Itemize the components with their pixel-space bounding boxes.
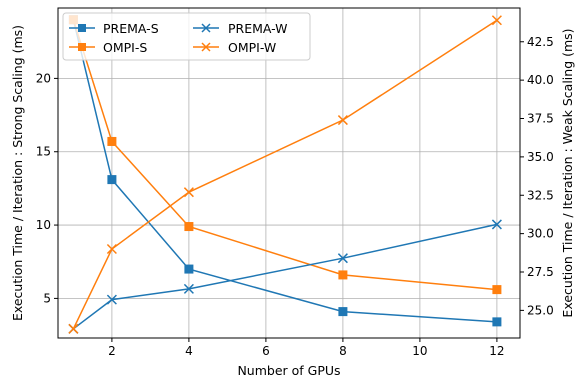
series-ompi-w xyxy=(68,15,502,334)
x-tick-label: 12 xyxy=(489,344,504,358)
data-point-ompi-s xyxy=(338,270,348,280)
legend-label-prema-w: PREMA-W xyxy=(228,21,288,36)
x-axis-label: Number of GPUs xyxy=(237,363,340,378)
legend-marker-ompi-s xyxy=(78,43,86,51)
series-prema-w xyxy=(68,219,502,334)
data-point-prema-s xyxy=(184,264,194,274)
data-point-ompi-w xyxy=(491,15,502,26)
data-point-ompi-s xyxy=(492,285,502,295)
x-axis: 2 4 6 8 10 12 xyxy=(108,338,505,358)
legend-entry-ompi-w: OMPI-W xyxy=(193,40,276,55)
legend-entry-prema-w: PREMA-W xyxy=(193,21,288,36)
data-point-ompi-s xyxy=(184,222,194,232)
series-prema-s xyxy=(68,15,502,327)
y-axis-left: 5 10 15 20 xyxy=(36,71,58,305)
y-axis-left-label: Execution Time / Iteration : Strong Scal… xyxy=(10,25,25,321)
data-point-prema-w xyxy=(337,253,348,264)
legend: PREMA-S OMPI-S PREMA-W OMPI-W xyxy=(62,12,311,61)
y-left-tick-label: 15 xyxy=(36,145,51,159)
y-right-tick-label: 30.0 xyxy=(527,227,554,241)
series-line-prema-w xyxy=(72,223,498,330)
data-point-prema-w xyxy=(106,294,117,305)
y-right-tick-label: 25.0 xyxy=(527,303,554,317)
data-point-prema-s xyxy=(492,317,502,327)
data-point-ompi-w xyxy=(337,115,348,126)
x-tick-label: 2 xyxy=(108,344,116,358)
y-right-tick-label: 40.0 xyxy=(527,73,554,87)
y-left-tick-label: 5 xyxy=(43,291,51,305)
series-line-prema-s xyxy=(72,19,497,323)
data-point-ompi-w xyxy=(106,243,117,255)
legend-marker-ompi-w xyxy=(201,42,211,52)
y-right-tick-label: 42.5 xyxy=(527,35,554,49)
data-point-ompi-w xyxy=(68,323,79,334)
y-axis-right: 25.0 27.5 30.0 32.5 35.0 37.5 40.0 42.5 xyxy=(520,35,554,317)
legend-label-ompi-s: OMPI-S xyxy=(103,40,147,55)
grid-layer xyxy=(58,8,520,338)
legend-entry-ompi-s: OMPI-S xyxy=(69,40,147,55)
x-tick-label: 10 xyxy=(412,344,427,358)
data-point-prema-w xyxy=(491,219,502,230)
y-right-tick-label: 32.5 xyxy=(527,188,554,202)
data-point-prema-s xyxy=(338,307,348,317)
data-point-prema-s xyxy=(107,175,117,185)
x-tick-label: 6 xyxy=(262,344,270,358)
legend-entry-prema-s: PREMA-S xyxy=(69,21,159,36)
y-left-tick-label: 20 xyxy=(36,71,51,85)
y-right-tick-label: 27.5 xyxy=(527,265,554,279)
legend-marker-prema-s xyxy=(78,24,86,32)
legend-label-ompi-w: OMPI-W xyxy=(228,40,276,55)
data-point-ompi-w xyxy=(183,187,194,198)
legend-box xyxy=(62,12,311,61)
y-axis-right-label: Execution Time / Iteration : Weak Scalin… xyxy=(560,28,575,317)
legend-label-prema-s: PREMA-S xyxy=(103,21,159,36)
x-tick-label: 8 xyxy=(339,344,347,358)
x-tick-label: 4 xyxy=(185,344,193,358)
plot-area-frame xyxy=(57,7,521,339)
y-right-tick-label: 37.5 xyxy=(527,112,554,126)
data-point-prema-w xyxy=(183,283,194,294)
series-layer xyxy=(68,15,502,334)
data-point-ompi-s xyxy=(107,136,117,146)
y-right-tick-label: 35.0 xyxy=(527,150,554,164)
y-left-tick-label: 10 xyxy=(36,218,51,232)
legend-marker-prema-w xyxy=(201,23,211,33)
series-line-ompi-w xyxy=(72,19,498,330)
